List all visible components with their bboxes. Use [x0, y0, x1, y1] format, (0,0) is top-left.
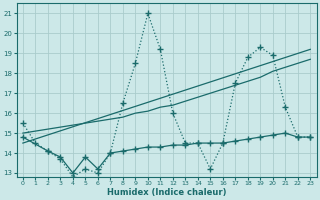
X-axis label: Humidex (Indice chaleur): Humidex (Indice chaleur) [107, 188, 226, 197]
